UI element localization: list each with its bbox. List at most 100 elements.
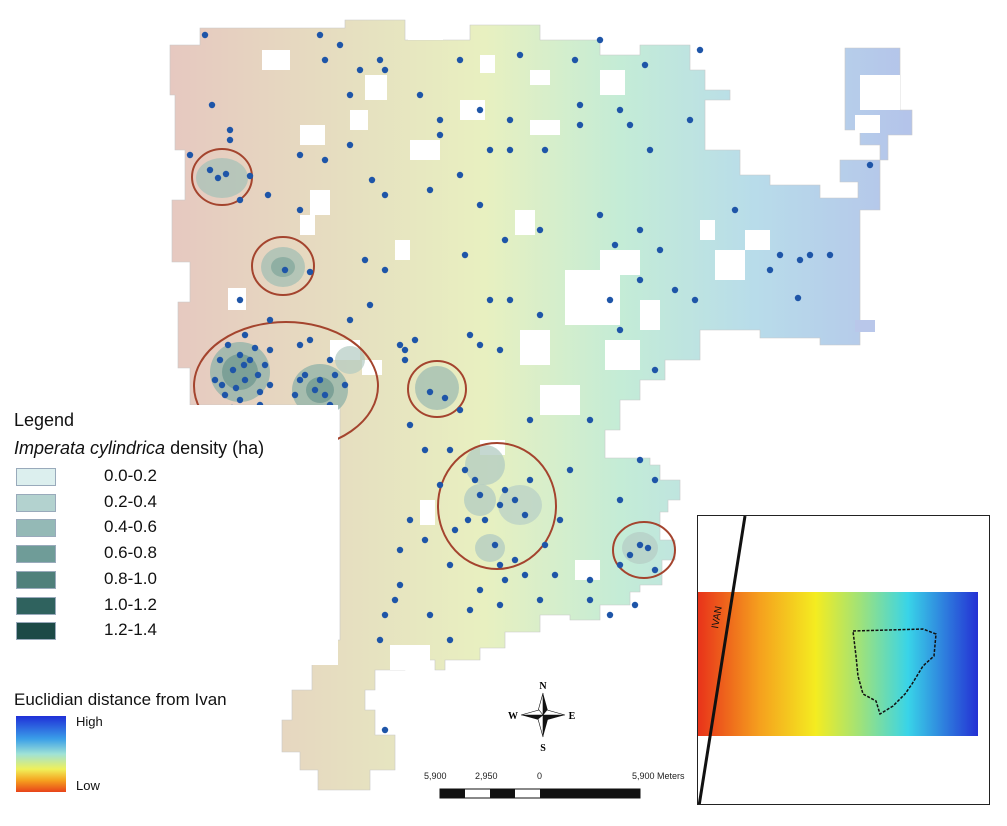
sample-point [321, 56, 329, 64]
sample-point [526, 476, 534, 484]
sample-point [501, 236, 509, 244]
sample-point [401, 356, 409, 364]
sample-point [321, 391, 329, 399]
sample-point [391, 596, 399, 604]
sample-point [506, 116, 514, 124]
sample-point [516, 51, 524, 59]
sample-point [486, 146, 494, 154]
density-swatch [16, 493, 56, 512]
sample-point [251, 344, 259, 352]
sample-point [436, 481, 444, 489]
sample-point [236, 196, 244, 204]
sample-point [201, 31, 209, 39]
inset-map: IVAN [697, 515, 990, 805]
sample-point [361, 256, 369, 264]
sample-point [451, 526, 459, 534]
sample-point [611, 241, 619, 249]
sample-point [401, 346, 409, 354]
sample-point [476, 491, 484, 499]
sample-point [476, 586, 484, 594]
density-class-row: 1.2-1.4 [14, 620, 314, 642]
hotspot-circle [437, 442, 557, 570]
sample-point [766, 266, 774, 274]
sample-point [206, 166, 214, 174]
sample-point [521, 571, 529, 579]
sample-point [226, 136, 234, 144]
sample-point [541, 541, 549, 549]
sample-point [421, 446, 429, 454]
density-class-row: 0.4-0.6 [14, 517, 314, 539]
sample-point [691, 296, 699, 304]
sample-point [731, 206, 739, 214]
scale-bar [439, 788, 641, 799]
sample-point [381, 726, 389, 734]
sample-point [406, 516, 414, 524]
sample-point [368, 176, 376, 184]
ivan-road-label: IVAN [710, 605, 725, 629]
sample-point [236, 396, 244, 404]
ivan-road-line [698, 516, 747, 804]
north-arrow-icon: N S E W [508, 681, 576, 754]
sample-point [466, 606, 474, 614]
sample-point [636, 226, 644, 234]
sample-point [616, 326, 624, 334]
sample-point [651, 566, 659, 574]
sample-point [651, 476, 659, 484]
sample-point [291, 391, 299, 399]
sample-point [696, 46, 704, 54]
hotspot-circle [612, 521, 676, 579]
sample-point [376, 56, 384, 64]
sample-point [396, 546, 404, 554]
sample-point [232, 384, 240, 392]
sample-point [446, 636, 454, 644]
distance-color-ramp [16, 716, 66, 792]
sample-point [266, 381, 274, 389]
sample-point [426, 611, 434, 619]
sample-point [636, 456, 644, 464]
sample-point [616, 496, 624, 504]
sample-point [476, 106, 484, 114]
density-class-label: 0.6-0.8 [104, 543, 157, 563]
sample-point [796, 256, 804, 264]
sample-point [241, 331, 249, 339]
sample-point [496, 346, 504, 354]
sample-point [216, 356, 224, 364]
north-label: N [539, 681, 547, 692]
sample-points [186, 31, 874, 734]
sample-point [626, 551, 634, 559]
sample-point [426, 388, 434, 396]
sample-point [336, 41, 344, 49]
sample-point [256, 388, 264, 396]
sample-point [246, 172, 254, 180]
sample-point [446, 561, 454, 569]
sample-point [556, 516, 564, 524]
sample-point [321, 156, 329, 164]
sample-point [221, 391, 229, 399]
sample-point [464, 516, 472, 524]
sample-point [501, 486, 509, 494]
sample-point [261, 361, 269, 369]
sample-point [346, 316, 354, 324]
hotspot-circle [407, 360, 467, 418]
sample-point [586, 576, 594, 584]
inset-study-area-outline [852, 628, 937, 716]
sample-point [306, 268, 314, 276]
sample-point [794, 294, 802, 302]
sample-point [421, 536, 429, 544]
sample-point [686, 116, 694, 124]
ramp-low-label: Low [76, 778, 100, 793]
sample-point [636, 541, 644, 549]
density-class-label: 1.0-1.2 [104, 594, 157, 614]
sample-point [496, 561, 504, 569]
sample-point [471, 476, 479, 484]
density-swatch [16, 570, 56, 589]
sample-point [366, 301, 374, 309]
sample-point [651, 366, 659, 374]
sample-point [254, 371, 262, 379]
south-label: S [540, 743, 546, 754]
sample-point [376, 636, 384, 644]
sample-point [566, 466, 574, 474]
sample-point [461, 251, 469, 259]
density-class-row: 1.0-1.2 [14, 594, 314, 617]
